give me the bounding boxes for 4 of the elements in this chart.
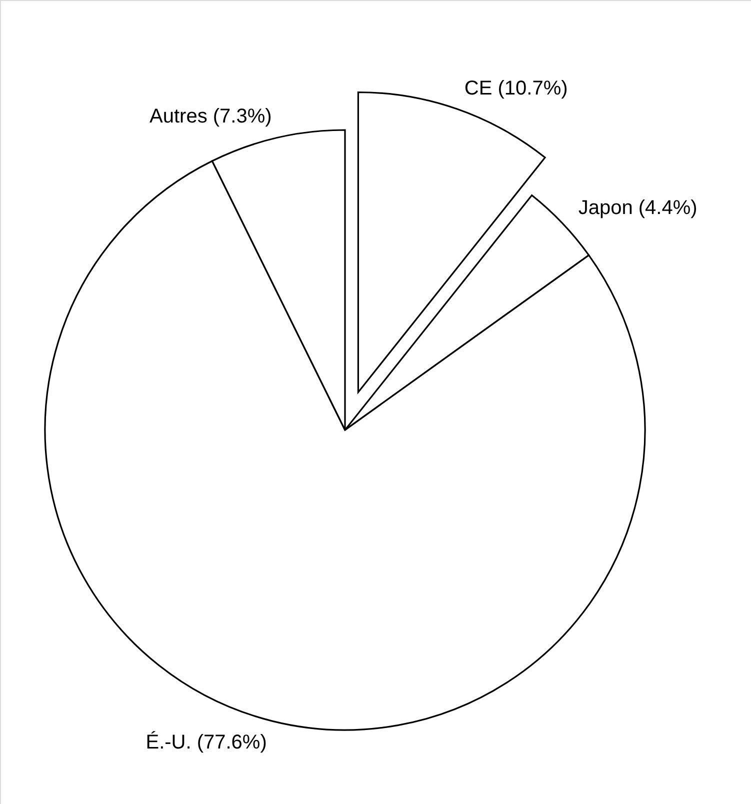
slice-label: Japon (4.4%) xyxy=(578,197,698,220)
slice-label: CE (10.7%) xyxy=(464,77,568,100)
slice-label: Autres (7.3%) xyxy=(150,105,272,128)
slice-label: É.-U. (77.6%) xyxy=(146,730,267,754)
